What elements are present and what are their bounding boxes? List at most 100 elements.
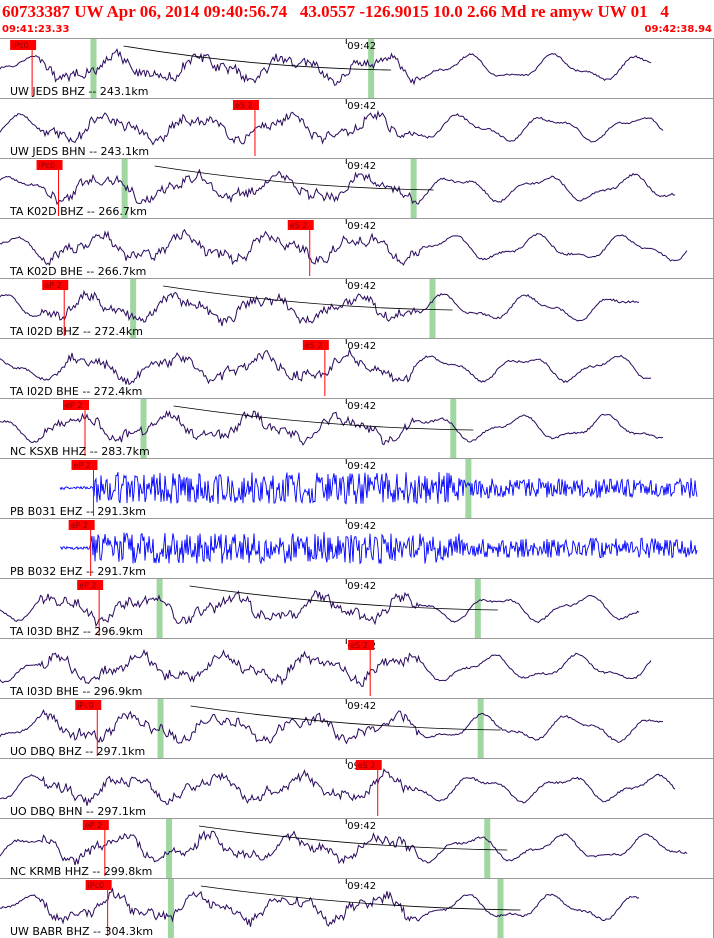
time-window-marker	[166, 819, 173, 878]
start-time-label: 09:41:23.33	[2, 24, 70, 35]
minute-label: 09:42	[347, 101, 376, 112]
trace-row: 09:42 iPc0 UO DBQ BHZ -- 297.1km	[0, 698, 714, 758]
time-window-marker	[474, 579, 481, 638]
minute-label: 09:42	[347, 161, 376, 172]
pick-label: eP 2	[65, 401, 82, 410]
pick-label-box	[348, 640, 375, 650]
waveform-trace	[0, 768, 676, 806]
time-window-marker	[156, 579, 163, 638]
header: 60733387 UW Apr 06, 2014 09:40:56.74 43.…	[0, 0, 714, 38]
pick-label: eS 2	[350, 641, 368, 650]
minute-label: 09:42	[347, 581, 376, 592]
waveform-trace	[0, 708, 663, 745]
station-label: PB B031 EHZ -- 291.3km	[10, 505, 146, 518]
trace-row: 09:42 iPc0 UW BABR BHZ -- 304.3km	[0, 878, 714, 938]
time-window-marker	[484, 819, 491, 878]
station-label: TA I02D BHZ -- 272.4km	[9, 325, 143, 338]
waveform-trace	[0, 48, 652, 86]
pick-label: eS 2	[305, 341, 323, 350]
waveform-trace	[0, 590, 640, 628]
end-time-label: 09:42:38.94	[644, 24, 712, 35]
waveform-trace	[0, 109, 664, 146]
pick-label: eS 2	[235, 101, 253, 110]
moveout-curve	[154, 165, 434, 191]
pick-label-box	[85, 880, 112, 890]
waveform-trace	[0, 830, 688, 866]
trace-row: 09:42 eP 2 PB B032 EHZ -- 291.7km	[0, 518, 714, 578]
waveform-trace	[0, 168, 676, 206]
time-window-marker	[167, 879, 174, 938]
pick-label: eP 2	[85, 821, 102, 830]
minute-label: 09:42	[347, 281, 376, 292]
pick-label: eP 2	[79, 581, 96, 590]
time-window-marker	[497, 879, 504, 938]
station-label: UO DBQ BHN -- 297.1km	[10, 805, 146, 818]
time-window-marker	[157, 699, 164, 758]
moveout-curve	[200, 885, 521, 911]
station-label: TA I03D BHE -- 296.9km	[9, 685, 142, 698]
minute-label: 09:42	[347, 881, 376, 892]
trace-row: 09:42 iPc0 UW JEDS BHZ -- 243.1km	[0, 38, 714, 98]
time-window-marker	[121, 159, 128, 218]
minute-label: 09:42	[347, 701, 376, 712]
time-window-marker	[130, 279, 137, 338]
pick-label-box	[232, 100, 259, 110]
trace-row: 09:42 eS 2 TA K02D BHE -- 266.7km	[0, 218, 714, 278]
minute-label: 09:42	[347, 221, 376, 232]
time-window-marker	[450, 399, 457, 458]
pick-label-box	[42, 280, 69, 290]
pick-label-box	[62, 400, 89, 410]
station-label: TA K02D BHE -- 266.7km	[9, 265, 146, 278]
pick-label-box	[302, 340, 329, 350]
waveform-trace	[0, 289, 639, 327]
trace-row: 09:42 eS 2 UW JEDS BHN -- 243.1km	[0, 98, 714, 158]
trace-row: 09:42 eP 2 TA I02D BHZ -- 272.4km	[0, 278, 714, 338]
pick-label: eS 2	[290, 221, 308, 230]
pick-label-box	[71, 460, 98, 470]
waveform-trace	[0, 648, 652, 687]
pick-label-box	[75, 700, 102, 710]
pick-label: eP 2	[71, 521, 88, 530]
pick-label: iPc0	[12, 41, 29, 50]
pick-label-box	[287, 220, 314, 230]
station-label: PB B032 EHZ -- 291.7km	[10, 565, 146, 578]
station-label: TA I02D BHE -- 272.4km	[9, 385, 142, 398]
station-label: UW BABR BHZ -- 304.3km	[10, 925, 153, 938]
time-window-marker	[477, 699, 484, 758]
trace-row: 09:42 iPc0 TA K02D BHZ -- 266.7km	[0, 158, 714, 218]
pick-label: eS 2	[358, 761, 376, 770]
trace-row: 09:42 eS 2 TA I02D BHE -- 272.4km	[0, 338, 714, 398]
pick-label: eP 2	[44, 281, 61, 290]
minute-label: 09:42	[347, 41, 376, 52]
time-window-marker	[429, 279, 436, 338]
station-label: TA K02D BHZ -- 266.7km	[9, 205, 147, 218]
trace-row: 09:42 eP 2 TA I03D BHZ -- 296.9km	[0, 578, 714, 638]
time-window-marker	[368, 39, 375, 98]
waveform-trace	[0, 887, 640, 927]
minute-label: 09:42	[347, 401, 376, 412]
pick-label-box	[77, 580, 104, 590]
seismogram-plot[interactable]: 09:42 iPc0 UW JEDS BHZ -- 243.1km 09:42 eS 2…	[0, 38, 714, 938]
waveform-trace	[0, 410, 664, 446]
moveout-curve	[163, 285, 453, 311]
waveform-trace	[60, 532, 698, 565]
minute-label: 09:42	[347, 821, 376, 832]
trace-row: 09:42 eP 2 NC KSXB HHZ -- 283.7km	[0, 398, 714, 458]
moveout-curve	[189, 585, 498, 611]
time-window-marker	[140, 399, 147, 458]
time-window-marker	[410, 159, 417, 218]
pick-label-box	[36, 160, 63, 170]
event-title: 60733387 UW Apr 06, 2014 09:40:56.74 43.…	[2, 2, 669, 21]
pick-label: iPc0	[88, 881, 105, 890]
minute-label: 09:42	[347, 521, 376, 532]
pick-label-box	[68, 520, 95, 530]
station-label: NC KSXB HHZ -- 283.7km	[10, 445, 150, 458]
moveout-curve	[123, 45, 392, 71]
time-window-marker	[465, 459, 472, 518]
station-label: UO DBQ BHZ -- 297.1km	[10, 745, 145, 758]
waveform-trace	[0, 347, 652, 386]
moveout-curve	[173, 405, 474, 431]
trace-row: 09:42 eP 2 PB B031 EHZ -- 291.3km	[0, 458, 714, 518]
pick-label: iPc0	[77, 701, 94, 710]
